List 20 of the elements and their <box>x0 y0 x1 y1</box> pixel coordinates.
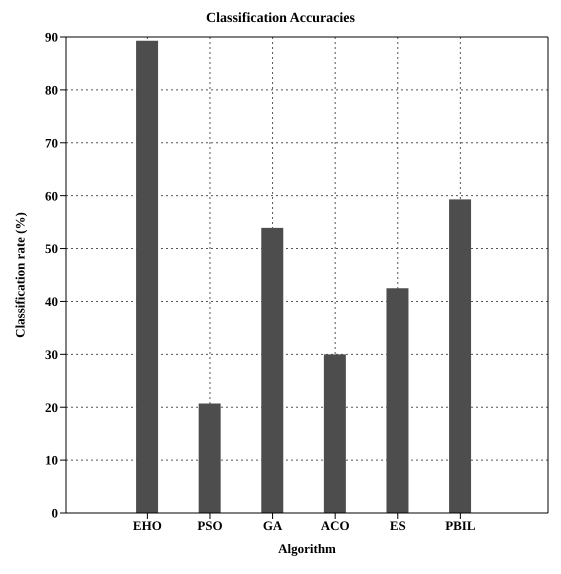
x-tick-label: ES <box>390 518 406 534</box>
y-tick-label: 10 <box>45 452 58 468</box>
y-tick-label: 60 <box>45 188 58 204</box>
x-tick-label: EHO <box>132 518 162 534</box>
y-tick-label: 50 <box>45 241 58 256</box>
x-tick-label: ACO <box>320 518 350 534</box>
y-tick-label: 0 <box>52 506 58 521</box>
y-tick-label: 70 <box>45 135 58 150</box>
y-tick-label: 90 <box>45 30 58 45</box>
y-axis-title: Classification rate (%) <box>12 212 28 338</box>
x-tick-label: PSO <box>197 518 223 534</box>
bar <box>136 40 158 513</box>
chart-title: Classification Accuracies <box>205 10 356 28</box>
x-tick-label: GA <box>262 518 283 534</box>
x-tick-label: PBIL <box>445 518 476 534</box>
y-tick-label: 20 <box>45 400 58 415</box>
x-axis-title: Algorithm <box>278 541 336 556</box>
y-tick-label: 80 <box>45 82 58 98</box>
y-tick-label: 30 <box>45 346 58 362</box>
y-tick-label: 40 <box>45 294 58 310</box>
